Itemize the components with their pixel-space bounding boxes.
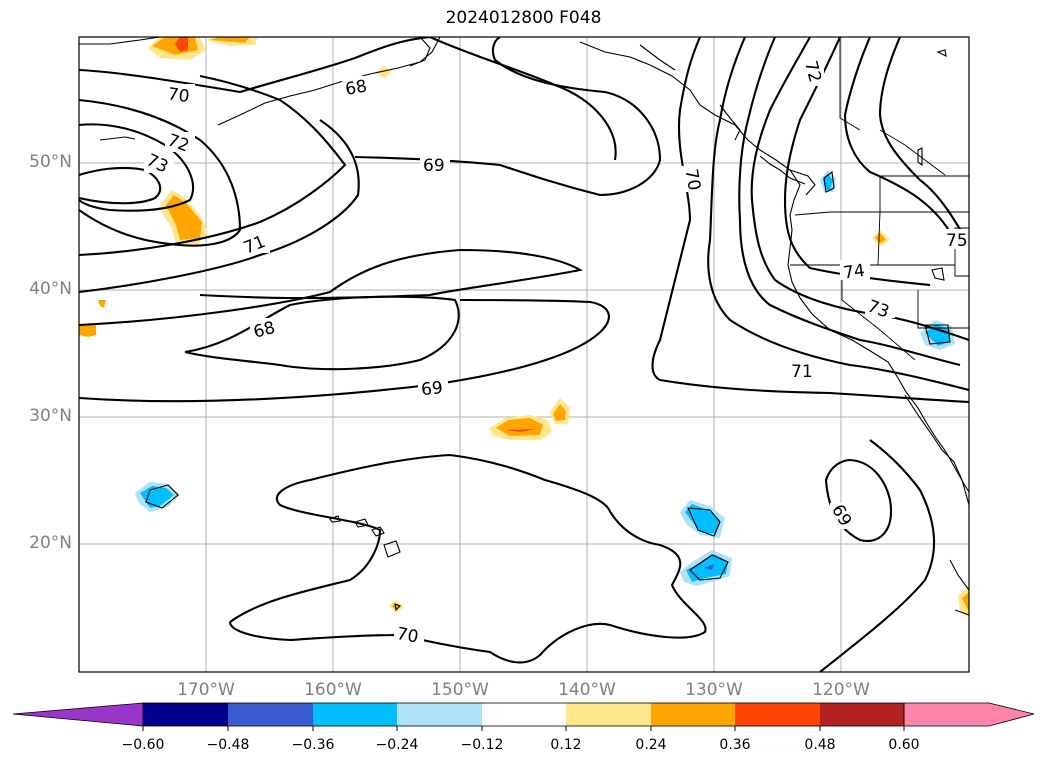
colorbar-tick-label: −0.60	[121, 737, 165, 753]
lon-label-130w: 130°W	[685, 680, 743, 700]
contour-label: 71	[791, 362, 813, 382]
colorbar-segment	[228, 703, 313, 726]
lon-label-140w: 140°W	[558, 680, 616, 700]
colorbar-segment	[735, 703, 820, 726]
contour-label: 68	[344, 76, 369, 99]
positive-anomaly-patch	[376, 66, 392, 79]
colorbar-segment	[651, 703, 735, 726]
plot-frame	[78, 36, 970, 673]
positive-anomaly-patch	[210, 37, 250, 43]
contour-label: 70	[166, 84, 190, 107]
positive-anomaly-patch	[875, 233, 886, 243]
anomaly-shading	[79, 37, 969, 618]
negative-anomaly-patch	[704, 564, 714, 570]
political-borders	[790, 37, 969, 361]
colorbar-tick-label: 0.24	[635, 737, 667, 753]
colorbar-tick-label: 0.48	[804, 737, 836, 753]
map-title: 2024012800 F048	[445, 8, 602, 28]
lat-label-50n: 50°N	[29, 152, 72, 172]
contour-label: 69	[420, 378, 444, 400]
negative-anomaly-patch	[925, 324, 950, 346]
contour-label-group: 70 68 72 73 69 71 68 69 70 70 71 73 74	[143, 58, 969, 647]
lat-label-40n: 40°N	[29, 279, 72, 299]
contour-label: 70	[681, 167, 704, 192]
contour-label: 74	[842, 261, 866, 284]
colorbar-ticks	[142, 726, 905, 731]
positive-anomaly-patch	[496, 418, 543, 436]
contour-label: 75	[946, 231, 968, 251]
lon-label-150w: 150°W	[431, 680, 489, 700]
contour-label: 70	[395, 624, 420, 647]
colorbar-tick-label: −0.24	[375, 737, 419, 753]
positive-anomaly-patch	[962, 592, 969, 612]
colorbar-segment	[143, 703, 228, 726]
colorbar	[12, 702, 1035, 731]
positive-anomaly-patch	[505, 429, 535, 432]
colorbar-min-extension	[12, 702, 144, 727]
lon-label-170w: 170°W	[177, 680, 235, 700]
positive-anomaly-patch	[958, 586, 969, 618]
colorbar-segment	[820, 703, 904, 726]
colorbar-segment	[482, 703, 566, 726]
contour-label: 69	[423, 156, 445, 176]
positive-anomaly-patch	[175, 37, 188, 52]
positive-anomaly-patch	[553, 404, 566, 421]
colorbar-tick-label: −0.12	[460, 737, 504, 753]
colorbar-segments	[143, 703, 904, 726]
colorbar-tick-label: −0.48	[206, 737, 250, 753]
colorbar-tick-label: 0.12	[550, 737, 582, 753]
colorbar-tick-label: 0.36	[719, 737, 751, 753]
colorbar-segment	[313, 703, 397, 726]
colorbar-tick-label: −0.36	[291, 737, 335, 753]
lon-label-120w: 120°W	[812, 680, 870, 700]
height-contours	[79, 37, 969, 672]
positive-anomaly-patch	[98, 300, 106, 308]
islands	[145, 49, 951, 612]
colorbar-frame	[142, 702, 905, 727]
lon-label-160w: 160°W	[304, 680, 362, 700]
positive-anomaly-patch	[79, 325, 96, 337]
lat-label-20n: 20°N	[29, 533, 72, 553]
negative-anomaly-patch	[685, 504, 720, 534]
lat-label-30n: 30°N	[29, 406, 72, 426]
colorbar-segment	[566, 703, 651, 726]
graticule	[79, 37, 969, 672]
colorbar-segment	[397, 703, 482, 726]
colorbar-tick-label: 0.60	[888, 737, 920, 753]
map-plot-area: 70 68 72 73 69 71 68 69 70 70 71 73 74	[79, 37, 969, 672]
coastlines	[79, 37, 969, 616]
colorbar-max-extension	[903, 702, 1035, 727]
